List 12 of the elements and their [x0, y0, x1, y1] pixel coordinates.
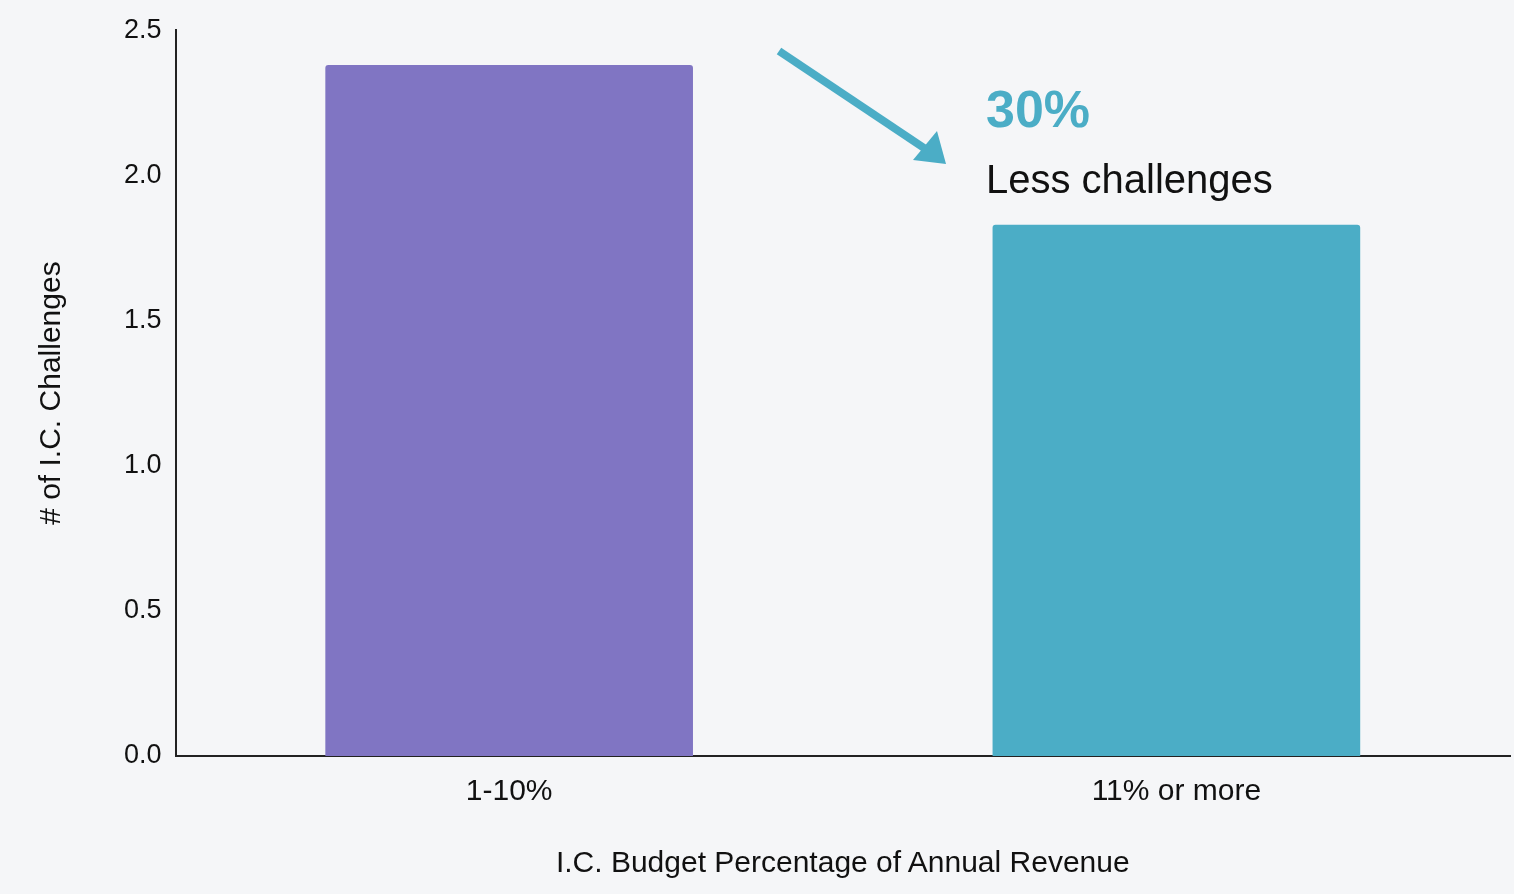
x-tick-label: 1-10% — [465, 773, 553, 807]
annotation: Less challenges — [986, 157, 1273, 201]
y-tick-label: 2.5 — [123, 13, 162, 44]
x-tick-label: 11% or more — [1091, 773, 1262, 807]
x-axis-title: I.C. Budget Percentage of Annual Revenue — [555, 845, 1130, 879]
y-tick-label: 1.5 — [123, 303, 162, 334]
y-tick-label: 1.0 — [123, 449, 162, 480]
y-tick-label: 2.0 — [123, 158, 162, 189]
y-tick-label: 0.5 — [123, 594, 162, 625]
annotation: 30% — [986, 80, 1091, 138]
y-axis-title: # of I.C. Challenges — [33, 261, 67, 525]
y-tick-label: 0.0 — [123, 739, 162, 770]
